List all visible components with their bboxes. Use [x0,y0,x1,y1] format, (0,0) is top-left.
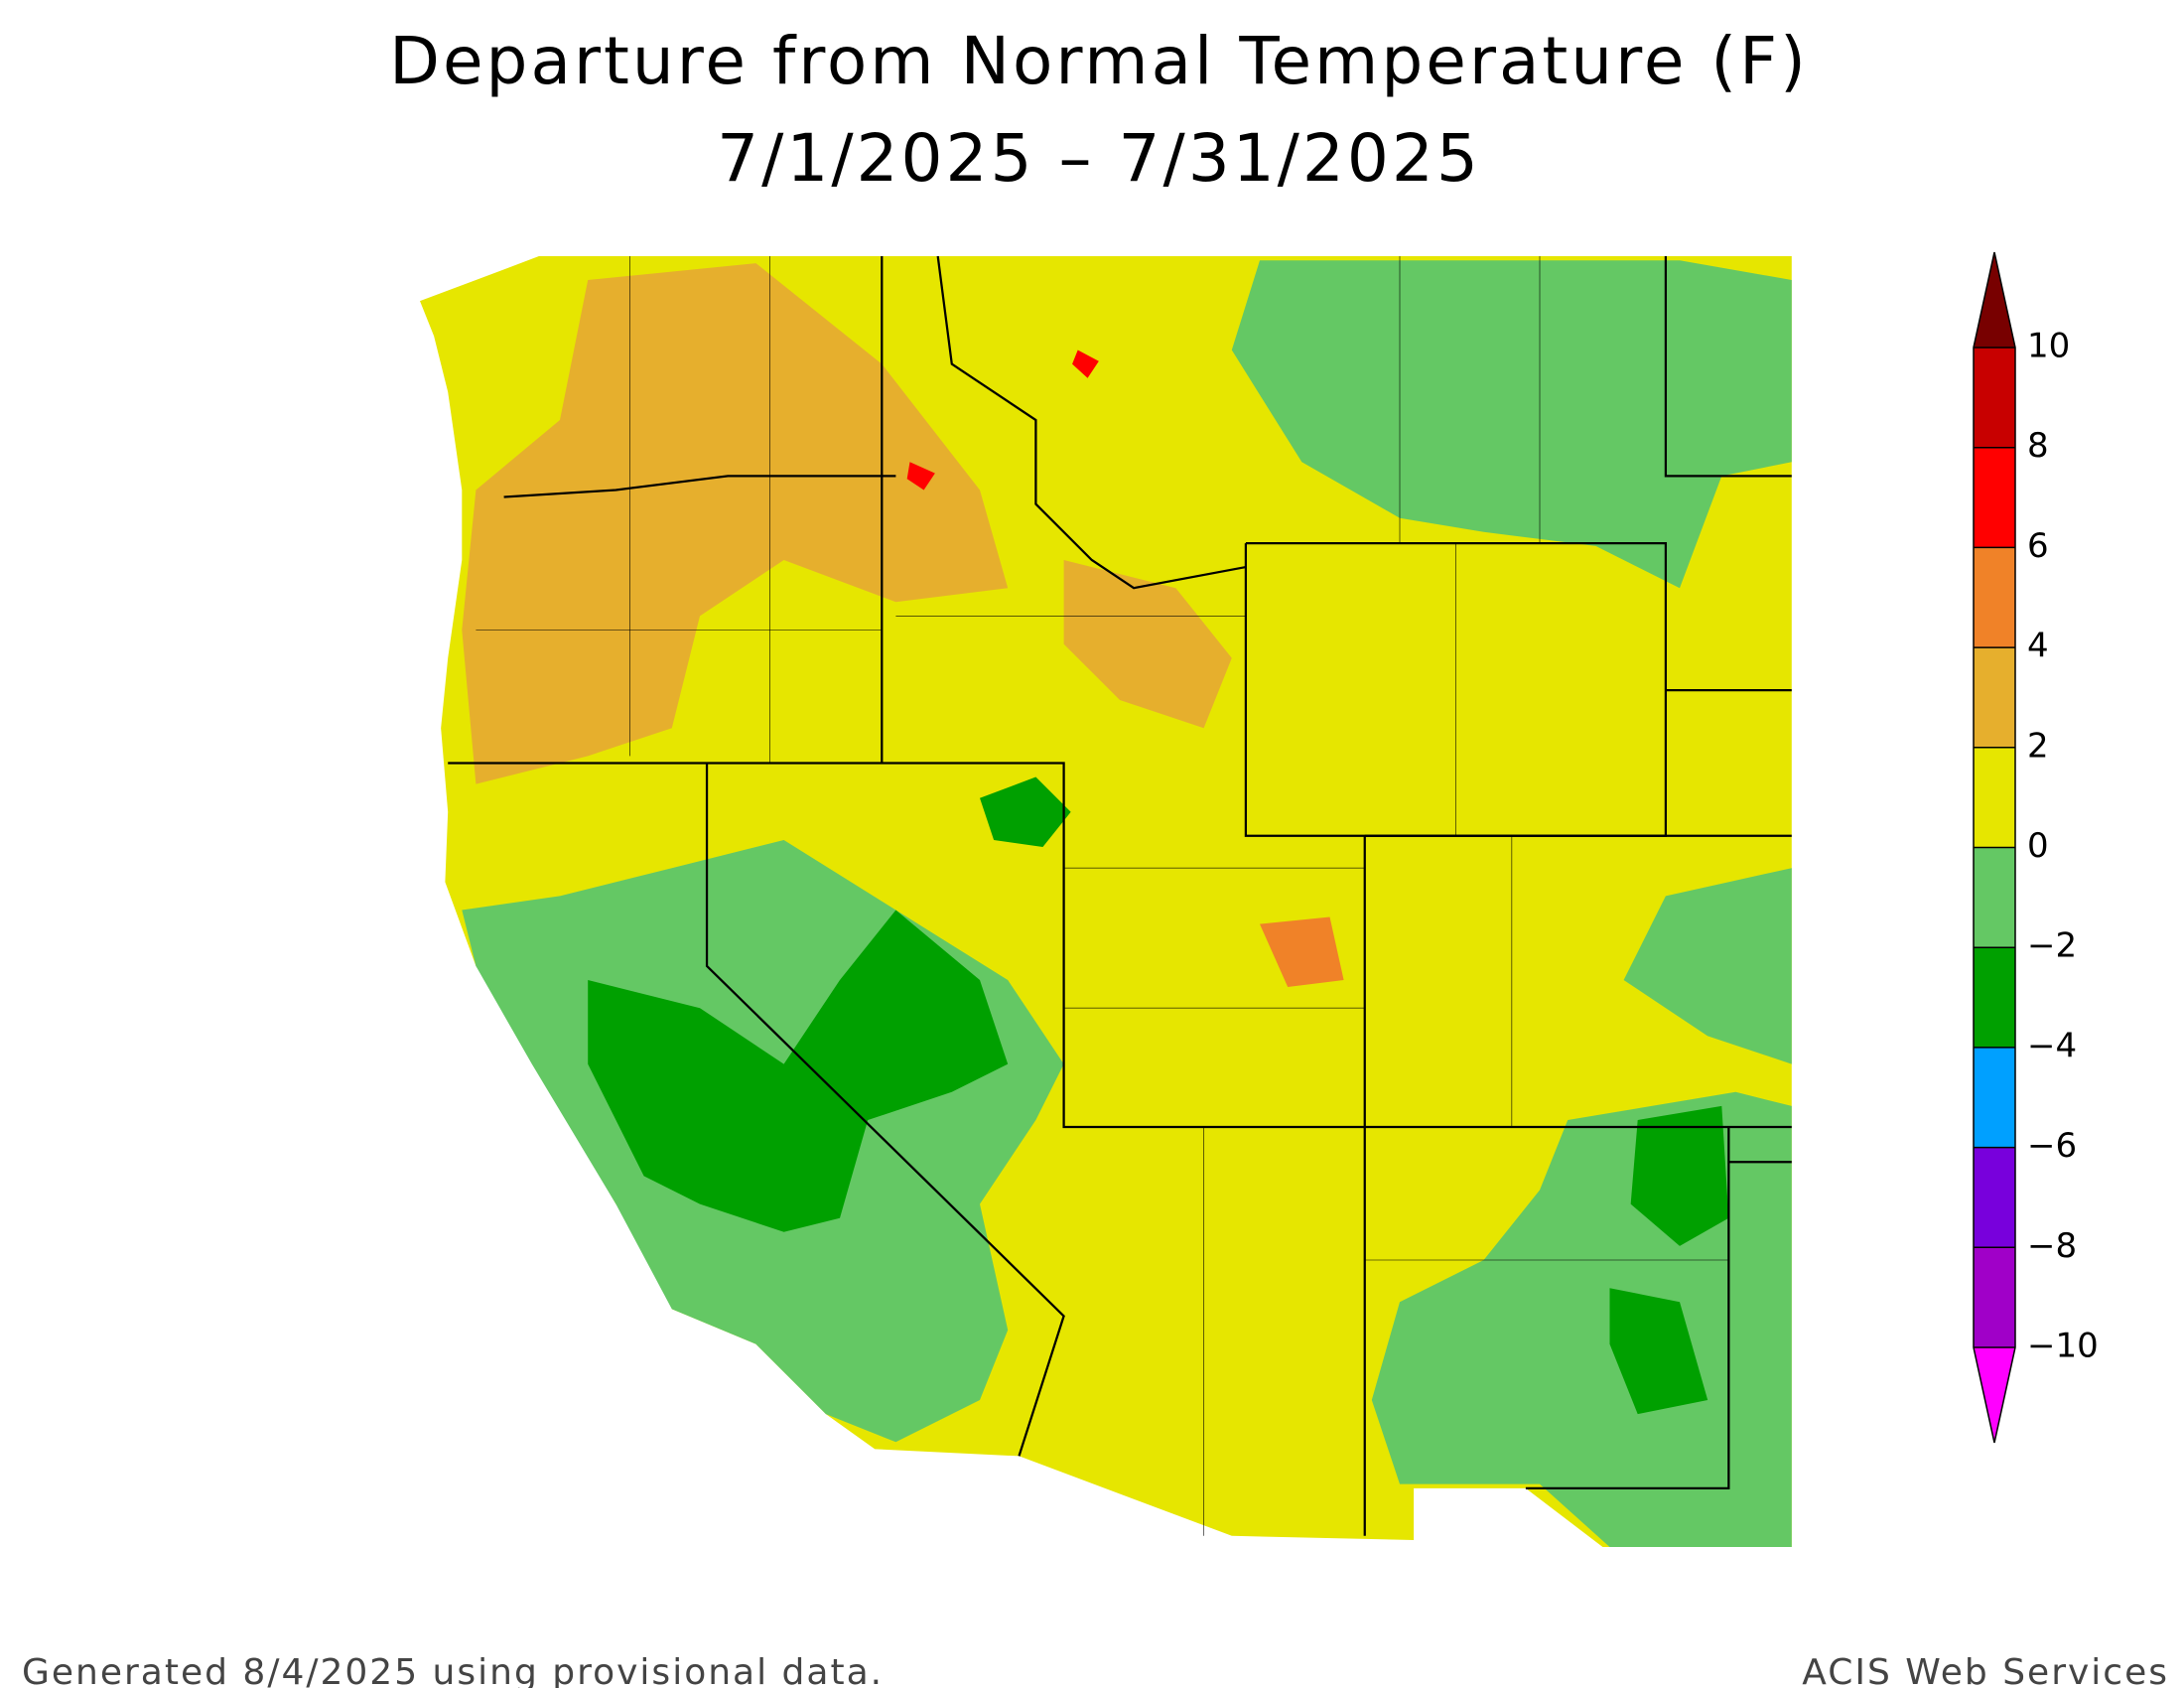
region-fill [1623,868,1792,1064]
region-fill [1630,1105,1729,1246]
colorbar-tick-label: 2 [2027,726,2049,766]
colorbar-tick-label: −6 [2027,1126,2077,1166]
county-lines [476,256,1729,1536]
region-fill [1231,260,1792,589]
color-bin-above [1974,252,2015,348]
color-bin [1974,1247,2015,1347]
colorbar-tick-label: 10 [2027,327,2070,366]
colorbar-tick-label: 8 [2027,426,2049,466]
color-bin [1974,647,2015,748]
region-fill [588,910,1009,1232]
colorbar-tick-label: 0 [2027,826,2049,866]
color-bin-below [1974,1347,2015,1443]
footer-credit: ACIS Web Services [1802,1652,2169,1688]
map-title: Departure from Normal Temperature (F) [389,23,1809,99]
colorbar-tick-label: −10 [2027,1327,2099,1366]
region-fill [980,776,1071,848]
region-fill [1072,350,1099,378]
map [420,255,1792,1548]
region-fill [1063,560,1232,729]
state-borders [448,255,1792,1536]
colorbar-tick-label: −2 [2027,926,2077,966]
color-bin [1974,947,2015,1048]
region-fill [1260,916,1344,988]
region-fill [462,263,1009,784]
color-bin [1974,547,2015,648]
colorbar-tick-label: −4 [2027,1026,2077,1065]
region-fill [1609,1288,1708,1415]
colorbar-tick-label: 4 [2027,627,2049,666]
colorbar-tick-label: −8 [2027,1226,2077,1266]
color-bin [1974,348,2015,448]
color-bin [1974,1147,2015,1248]
footer-note: Generated 8/4/2025 using provisional dat… [22,1652,884,1688]
map-subtitle: 7/1/2025 – 7/31/2025 [717,120,1481,197]
color-bin [1974,1047,2015,1148]
color-bin [1974,447,2015,548]
colorbar: −10 −8 −6 −4 −2 0 2 4 6 8 10 [1973,251,2099,1444]
region-fill [906,462,935,491]
colorbar-tick-label: 6 [2027,526,2049,566]
color-bin [1974,847,2015,948]
color-bin [1974,747,2015,848]
